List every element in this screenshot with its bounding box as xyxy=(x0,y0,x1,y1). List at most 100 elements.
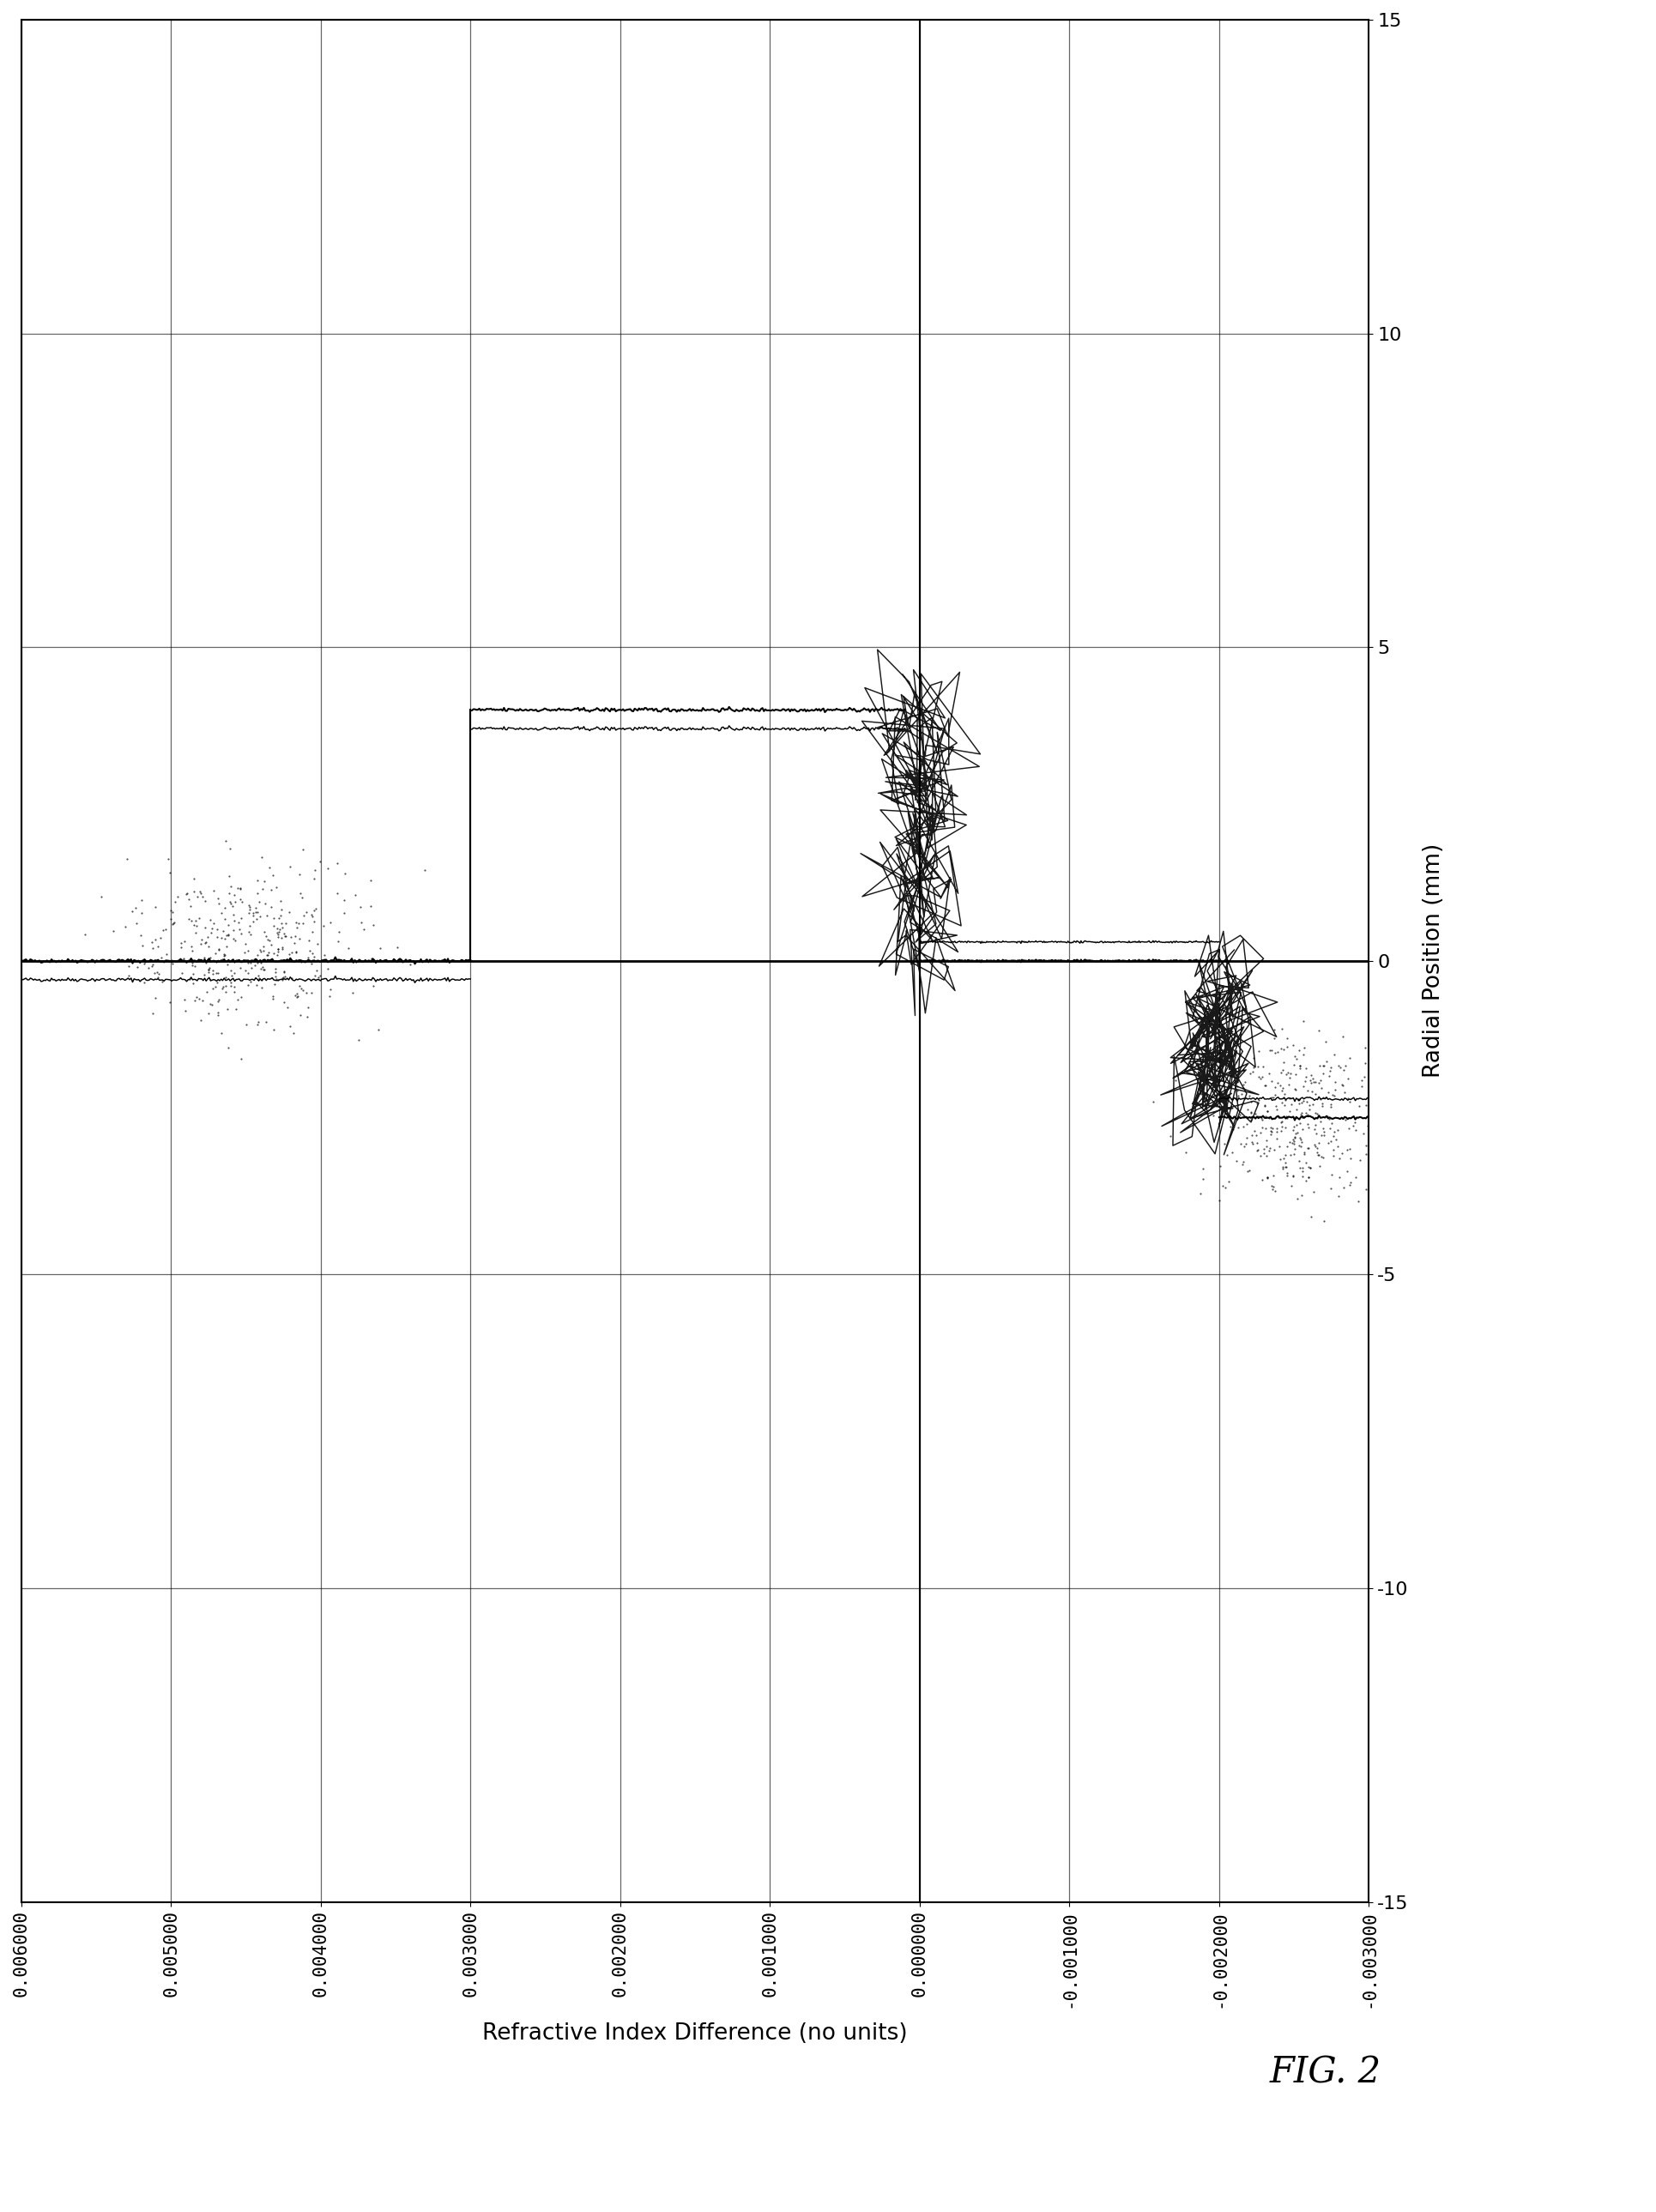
Point xyxy=(277,942,303,978)
Point xyxy=(268,929,295,964)
Point xyxy=(298,898,325,933)
Point xyxy=(1277,1079,1303,1115)
Point xyxy=(1313,1044,1340,1079)
Point xyxy=(1292,1064,1318,1099)
Point xyxy=(303,927,330,962)
Point xyxy=(195,949,222,984)
Point xyxy=(1235,1077,1262,1113)
Point xyxy=(1288,1159,1315,1194)
Point xyxy=(1240,1040,1267,1075)
Point xyxy=(1287,1124,1313,1159)
Point xyxy=(290,907,316,942)
Point xyxy=(1259,1168,1285,1203)
Y-axis label: Radial Position (mm): Radial Position (mm) xyxy=(1423,843,1444,1077)
Point xyxy=(1295,1159,1321,1194)
Point xyxy=(1219,1135,1245,1170)
Point xyxy=(1275,1124,1302,1159)
Point xyxy=(265,931,291,967)
Point xyxy=(232,927,258,962)
Point xyxy=(325,914,351,949)
Point xyxy=(202,969,229,1004)
Point xyxy=(99,914,126,949)
Point xyxy=(1254,1159,1280,1194)
Point xyxy=(1278,1113,1305,1148)
Point xyxy=(1302,1115,1328,1150)
Point xyxy=(1287,1051,1313,1086)
Point xyxy=(237,891,263,927)
Point xyxy=(1214,1137,1240,1172)
Point xyxy=(144,929,171,964)
Point xyxy=(1282,1119,1308,1155)
Point xyxy=(1333,1152,1360,1188)
Point xyxy=(298,975,325,1011)
Point xyxy=(250,949,277,984)
Point xyxy=(1267,1141,1293,1177)
Point xyxy=(1264,1121,1290,1157)
Point xyxy=(164,878,190,914)
Point xyxy=(199,971,225,1006)
Point xyxy=(200,872,227,907)
Point xyxy=(1240,1051,1267,1086)
Point xyxy=(1293,1084,1320,1119)
Point xyxy=(310,907,336,942)
Point xyxy=(1207,1075,1234,1110)
Point xyxy=(205,984,232,1020)
Point xyxy=(301,958,328,993)
Point xyxy=(288,880,315,916)
Point xyxy=(1259,1110,1285,1146)
Point xyxy=(210,938,237,973)
Point xyxy=(205,995,232,1031)
Point xyxy=(139,995,166,1031)
Point xyxy=(1360,1144,1386,1179)
Point xyxy=(214,991,240,1026)
Point xyxy=(195,995,222,1031)
Point xyxy=(159,907,185,942)
Point xyxy=(1277,1060,1303,1095)
Point xyxy=(245,883,272,918)
Point xyxy=(300,860,326,896)
Point xyxy=(149,964,176,1000)
Point xyxy=(303,891,330,927)
Point xyxy=(1232,1106,1259,1141)
Point xyxy=(1302,1108,1328,1144)
Point xyxy=(250,933,277,969)
Point xyxy=(1277,1137,1303,1172)
Point xyxy=(192,945,219,980)
Point xyxy=(1293,1073,1320,1108)
Point xyxy=(1305,1013,1331,1048)
Point xyxy=(248,962,275,998)
Point xyxy=(194,975,220,1011)
Point xyxy=(1244,1133,1270,1168)
Point xyxy=(199,987,225,1022)
Point xyxy=(252,1004,278,1040)
Point xyxy=(1206,1183,1232,1219)
Point xyxy=(224,982,250,1018)
Point xyxy=(245,938,272,973)
Point xyxy=(1240,1113,1267,1148)
Point xyxy=(123,889,149,925)
Point xyxy=(245,945,272,980)
Point xyxy=(210,942,237,978)
Point xyxy=(171,922,197,958)
Point xyxy=(1290,1135,1317,1170)
Point xyxy=(1227,1126,1254,1161)
Point xyxy=(1242,1095,1268,1130)
Point xyxy=(1245,1082,1272,1117)
Point xyxy=(152,911,179,947)
Point xyxy=(1351,1031,1378,1066)
Point xyxy=(240,942,267,978)
Point xyxy=(1335,1110,1361,1146)
Point xyxy=(1305,1066,1331,1102)
Point xyxy=(268,920,295,956)
X-axis label: Refractive Index Difference (no units): Refractive Index Difference (no units) xyxy=(482,2022,907,2044)
Point xyxy=(282,978,308,1013)
Point xyxy=(1394,1141,1421,1177)
Point xyxy=(335,931,361,967)
Point xyxy=(1358,1077,1384,1113)
Point xyxy=(1297,1150,1323,1186)
Point xyxy=(1273,1020,1300,1055)
Point xyxy=(1330,1170,1356,1206)
Point xyxy=(113,909,139,945)
Point xyxy=(1370,1066,1396,1102)
Point xyxy=(1268,1073,1295,1108)
